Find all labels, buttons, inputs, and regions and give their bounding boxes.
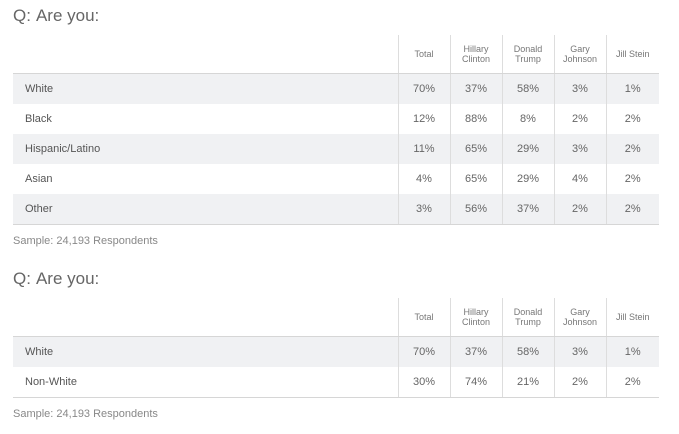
table-row: Other 3% 56% 37% 2% 2%: [13, 194, 659, 225]
cell-clinton: 37%: [449, 73, 502, 104]
question-title: Q: Are you:: [13, 269, 99, 289]
cell-clinton: 88%: [449, 104, 502, 134]
header-blank: [13, 298, 398, 337]
question-text: Are you:: [35, 269, 100, 288]
row-label: White: [13, 336, 398, 367]
cell-stein: 2%: [605, 134, 659, 164]
question-text: Are you:: [35, 6, 100, 25]
cell-total: 3%: [397, 194, 450, 225]
header-blank: [13, 35, 398, 74]
cell-stein: 2%: [605, 164, 659, 194]
column-header-johnson: Gary Johnson: [553, 298, 606, 337]
cell-trump: 8%: [501, 104, 554, 134]
column-header-johnson: Gary Johnson: [553, 35, 606, 74]
results-table: Total Hillary Clinton Donald Trump Gary …: [13, 35, 659, 225]
cell-total: 12%: [397, 104, 450, 134]
cell-johnson: 3%: [553, 336, 606, 367]
column-header-trump: Donald Trump: [501, 298, 554, 337]
row-label: Non-White: [13, 367, 398, 398]
column-header-stein: Jill Stein: [605, 298, 659, 337]
cell-trump: 58%: [501, 73, 554, 104]
cell-johnson: 2%: [553, 104, 606, 134]
cell-clinton: 65%: [449, 134, 502, 164]
column-header-total: Total: [397, 298, 450, 337]
question-title: Q: Are you:: [13, 6, 99, 26]
row-label: Hispanic/Latino: [13, 134, 398, 164]
cell-clinton: 56%: [449, 194, 502, 225]
table-row: Asian 4% 65% 29% 4% 2%: [13, 164, 659, 194]
table-row: Non-White 30% 74% 21% 2% 2%: [13, 367, 659, 398]
row-label: Black: [25, 113, 52, 125]
cell-trump: 29%: [501, 164, 554, 194]
header-row: Total Hillary Clinton Donald Trump Gary …: [13, 35, 659, 74]
cell-total: 11%: [397, 134, 450, 164]
column-header-total: Total: [397, 35, 450, 74]
cell-total: 70%: [397, 336, 450, 367]
table-row: Hispanic/Latino 11% 65% 29% 3% 2%: [13, 134, 659, 164]
cell-stein: 1%: [605, 336, 659, 367]
cell-johnson: 2%: [553, 194, 606, 225]
cell-johnson: 3%: [553, 134, 606, 164]
sample-size: Sample: 24,193 Respondents: [13, 235, 158, 247]
table-row: White 70% 37% 58% 3% 1%: [13, 336, 659, 367]
column-header-clinton: Hillary Clinton: [449, 298, 502, 337]
column-header-stein: Jill Stein: [605, 35, 659, 74]
table-row: White 70% 37% 58% 3% 1%: [13, 73, 659, 104]
cell-stein: 2%: [605, 194, 659, 225]
header-row: Total Hillary Clinton Donald Trump Gary …: [13, 298, 659, 337]
column-header-clinton: Hillary Clinton: [449, 35, 502, 74]
cell-johnson: 3%: [553, 73, 606, 104]
column-header-trump: Donald Trump: [501, 35, 554, 74]
results-table: Total Hillary Clinton Donald Trump Gary …: [13, 298, 659, 398]
cell-total: 70%: [397, 73, 450, 104]
row-label: White: [13, 73, 398, 104]
question-prefix: Q:: [13, 6, 31, 25]
cell-stein: 1%: [605, 73, 659, 104]
cell-johnson: 4%: [553, 164, 606, 194]
cell-trump: 29%: [501, 134, 554, 164]
cell-clinton: 74%: [449, 367, 502, 398]
question-prefix: Q:: [13, 269, 31, 288]
cell-trump: 58%: [501, 336, 554, 367]
cell-stein: 2%: [605, 367, 659, 398]
cell-clinton: 65%: [449, 164, 502, 194]
row-label: Asian: [25, 173, 53, 185]
cell-total: 4%: [397, 164, 450, 194]
cell-trump: 21%: [501, 367, 554, 398]
cell-stein: 2%: [605, 104, 659, 134]
cell-johnson: 2%: [553, 367, 606, 398]
cell-total: 30%: [397, 367, 450, 398]
table-row: Black 12% 88% 8% 2% 2%: [13, 104, 659, 134]
sample-size: Sample: 24,193 Respondents: [13, 408, 158, 420]
cell-clinton: 37%: [449, 336, 502, 367]
cell-trump: 37%: [501, 194, 554, 225]
row-label: Other: [13, 194, 398, 225]
